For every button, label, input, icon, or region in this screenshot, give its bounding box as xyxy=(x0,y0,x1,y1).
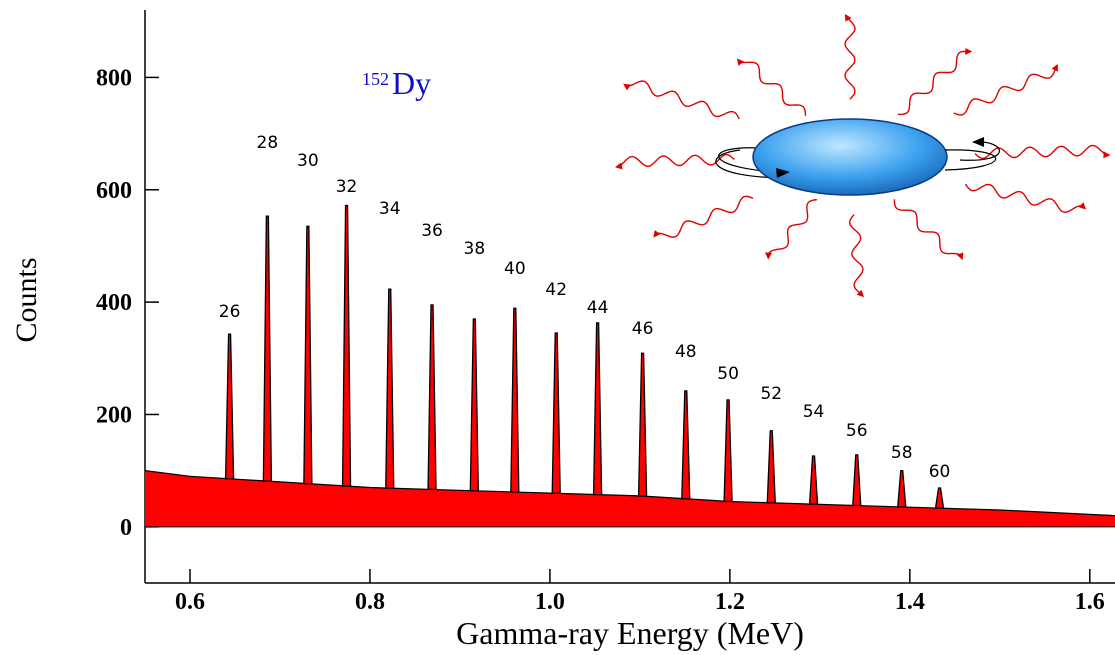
peak xyxy=(810,456,818,504)
x-tick-label: 0.6 xyxy=(175,589,205,615)
y-tick-label: 800 xyxy=(96,65,132,91)
peak xyxy=(767,431,775,503)
x-tick-label: 0.8 xyxy=(355,589,385,615)
spin-label: 36 xyxy=(421,221,443,241)
spin-label: 34 xyxy=(379,199,401,219)
gamma-arrow xyxy=(850,215,863,297)
peak xyxy=(552,333,560,493)
x-tick-label: 1.2 xyxy=(715,589,745,615)
nucleus xyxy=(753,119,947,195)
gamma-arrow xyxy=(966,184,1086,212)
mass-number: 152 xyxy=(362,69,389,89)
spin-label: 50 xyxy=(717,364,739,384)
element-symbol: Dy xyxy=(392,65,431,101)
peak xyxy=(639,353,647,496)
nucleus-illustration xyxy=(616,15,1109,296)
x-tick-label: 1.6 xyxy=(1075,589,1105,615)
spin-label: 54 xyxy=(803,402,825,422)
x-axis-label: Gamma-ray Energy (MeV) xyxy=(456,615,804,651)
peak xyxy=(343,205,351,486)
peak xyxy=(428,305,436,490)
peak xyxy=(470,319,478,491)
peak xyxy=(263,216,271,481)
y-tick-label: 400 xyxy=(96,290,132,316)
spin-label: 56 xyxy=(846,421,868,441)
gamma-arrow xyxy=(768,200,817,259)
gamma-arrow xyxy=(624,81,739,119)
y-tick-label: 0 xyxy=(120,515,132,541)
peak xyxy=(724,400,732,502)
x-tick-label: 1.4 xyxy=(895,589,925,615)
background-area xyxy=(145,471,1115,527)
spin-label: 44 xyxy=(587,298,609,318)
spin-label: 42 xyxy=(545,280,567,300)
peak xyxy=(682,391,690,499)
x-tick-label: 1.0 xyxy=(535,589,565,615)
chart: 152 Dy Gamma-ray Energy (MeV) Counts 0 20… xyxy=(0,0,1115,655)
peak xyxy=(898,471,906,507)
y-tick-label: 600 xyxy=(96,178,132,204)
spin-label: 38 xyxy=(464,239,486,259)
rotation-arrowhead xyxy=(972,137,984,147)
spin-label: 46 xyxy=(632,319,654,339)
spin-label: 40 xyxy=(504,259,526,279)
spin-label: 26 xyxy=(219,302,241,322)
peak xyxy=(386,289,394,488)
spin-label: 48 xyxy=(675,342,697,362)
spin-label: 60 xyxy=(929,462,951,482)
y-axis-label: Counts xyxy=(10,257,43,342)
y-tick-label: 200 xyxy=(96,402,132,428)
peak xyxy=(936,488,944,508)
gamma-arrow xyxy=(954,65,1058,115)
peak xyxy=(594,323,602,495)
peak xyxy=(226,334,234,479)
spin-label: 52 xyxy=(760,384,782,404)
gamma-arrow xyxy=(738,59,806,115)
spin-label: 58 xyxy=(891,443,913,463)
gamma-arrow xyxy=(616,155,734,167)
peak xyxy=(853,455,861,506)
spin-label: 30 xyxy=(297,151,319,171)
peak xyxy=(511,308,519,492)
gamma-arrow xyxy=(894,199,962,258)
spin-label: 28 xyxy=(257,133,279,153)
gamma-arrow xyxy=(845,15,855,99)
gamma-arrow xyxy=(654,196,753,237)
spin-label: 32 xyxy=(336,177,358,197)
gamma-arrow xyxy=(898,51,971,114)
peak xyxy=(304,226,312,483)
